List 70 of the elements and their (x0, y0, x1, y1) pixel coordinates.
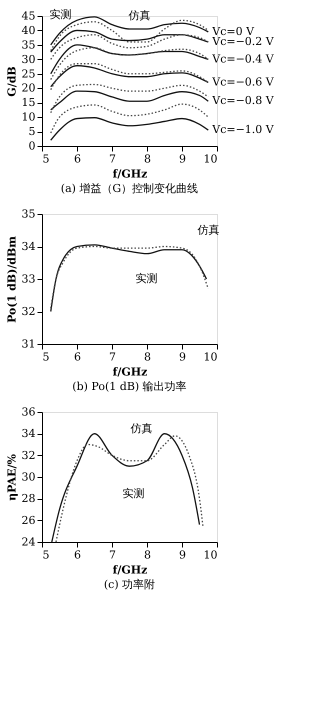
y-tick-label: 35 (22, 38, 36, 52)
x-tick-label: 6 (74, 350, 81, 364)
line-series (50, 20, 209, 52)
annotation: 实测 (50, 8, 72, 21)
annotation: 实测 (122, 487, 144, 500)
x-tick-label: 7 (109, 548, 116, 562)
line-series (50, 47, 209, 80)
x-tick-label: 7 (109, 152, 116, 166)
x-axis-title: f/GHz (112, 564, 148, 576)
y-tick-label: 28 (22, 492, 36, 506)
x-tick-label: 10 (204, 152, 218, 166)
x-tick-label: 9 (179, 548, 186, 562)
line-series (50, 30, 209, 53)
x-tick-label: 10 (204, 350, 218, 364)
x-tick-label: 5 (42, 152, 50, 166)
x-axis-title: f/GHz (112, 168, 148, 180)
series-label: Vc=−0.2 V (211, 35, 275, 48)
y-tick-label: 31 (22, 338, 36, 350)
x-axis-title: f/GHz (112, 366, 148, 378)
y-tick-label: 5 (28, 125, 36, 138)
series-label: Vc=−0.4 V (211, 52, 275, 66)
y-tick-label: 35 (22, 208, 36, 220)
series-label: Vc=−1.0 V (211, 123, 275, 136)
text: (c) 功率附 (104, 578, 156, 591)
line-series (50, 84, 209, 114)
series-label: Vc=0 V (211, 24, 256, 38)
y-tick-label: 15 (22, 96, 36, 110)
annotation: 仿真 (196, 224, 220, 237)
x-tick-label: 8 (144, 548, 151, 562)
y-tick-label: 24 (22, 536, 36, 548)
x-tick-label: 10 (204, 548, 218, 562)
annotation: 仿真 (128, 9, 150, 22)
line-series (50, 34, 209, 60)
y-tick-label: 34 (22, 240, 36, 253)
x-tick-label: 9 (179, 152, 186, 166)
y-axis-title: G/dB (6, 66, 19, 97)
y-tick-label: 0 (28, 140, 36, 152)
line-series (50, 103, 209, 134)
y-tick-label: 32 (22, 448, 36, 462)
line-series (50, 117, 209, 141)
y-tick-label: 33 (22, 272, 36, 286)
y-tick-label: 30 (22, 470, 36, 484)
y-tick-label: 34 (22, 427, 36, 440)
y-axis-title: ηPAE/% (6, 454, 19, 501)
text: (b) Po(1 dB) 输出功率 (72, 380, 187, 393)
y-tick-label: 10 (22, 110, 36, 124)
y-tick-label: 25 (22, 67, 36, 80)
annotation: 实测 (136, 272, 158, 285)
x-tick-label: 5 (42, 548, 50, 562)
line-series (50, 90, 209, 111)
x-tick-label: 9 (179, 350, 186, 364)
series-label: Vc=−0.8 V (211, 94, 275, 108)
x-tick-label: 6 (74, 152, 81, 166)
text: (a) 增益（G）控制变化曲线 (60, 182, 198, 195)
x-tick-label: 6 (74, 548, 81, 562)
x-tick-label: 5 (42, 350, 50, 364)
line-series (50, 44, 209, 74)
y-tick-label: 45 (22, 10, 36, 22)
annotation: 仿真 (130, 422, 152, 435)
x-tick-label: 8 (144, 152, 151, 166)
y-tick-label: 40 (22, 24, 36, 37)
y-tick-label: 30 (22, 52, 36, 66)
y-tick-label: 36 (22, 406, 36, 418)
y-tick-label: 20 (22, 82, 36, 95)
x-tick-label: 8 (144, 350, 151, 364)
y-tick-label: 26 (22, 514, 36, 527)
y-tick-label: 32 (22, 305, 36, 318)
x-tick-label: 7 (109, 350, 116, 364)
series-label: Vc=−0.6 V (211, 75, 275, 88)
y-axis-title: Po(1 dB)/dBm (6, 236, 19, 323)
